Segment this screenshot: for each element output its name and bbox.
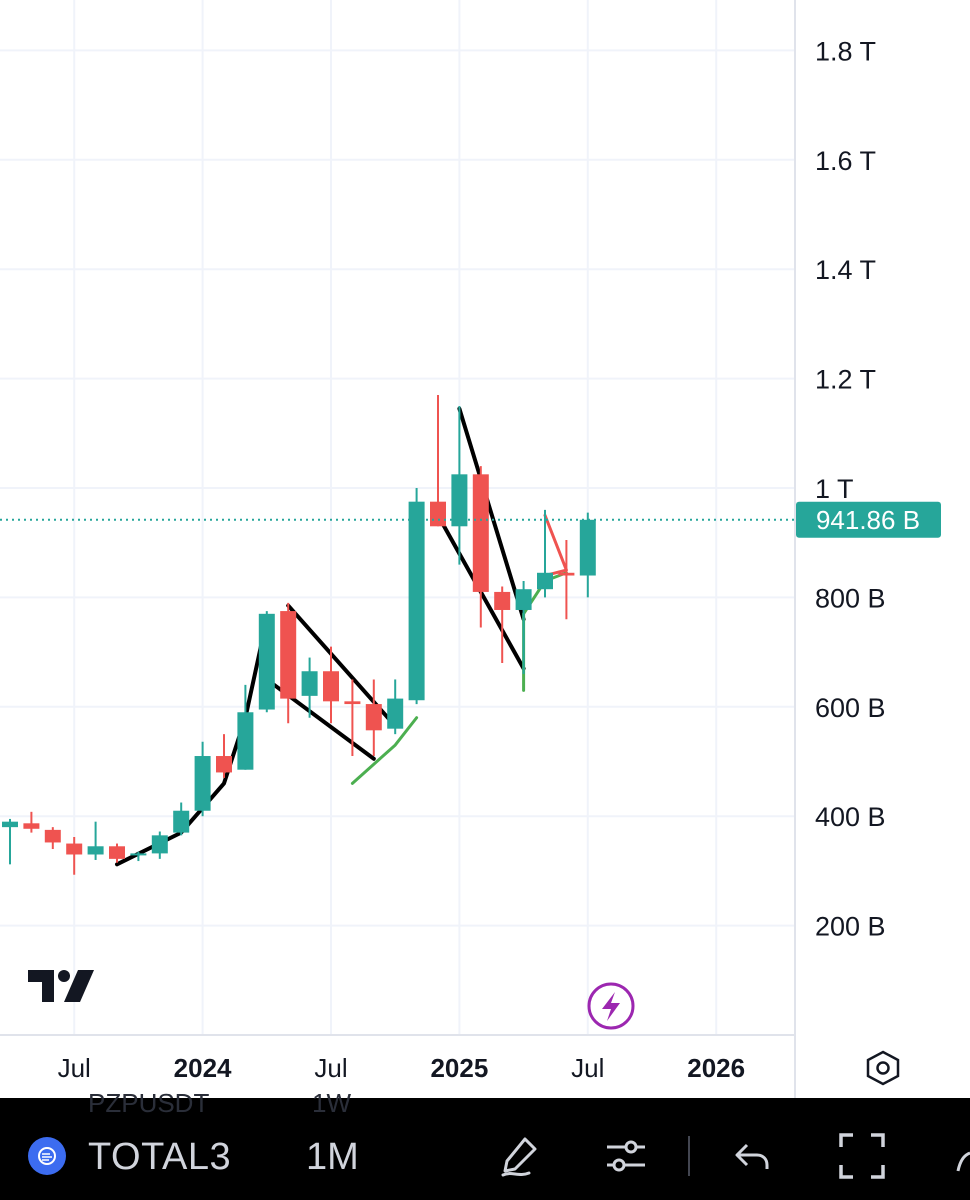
- y-tick-label: 1.8 T: [815, 36, 876, 66]
- ghost-interval-text: 1W: [312, 1088, 351, 1118]
- x-tick-label: 2024: [174, 1053, 232, 1083]
- y-tick-label: 200 B: [815, 912, 886, 942]
- candle-body: [2, 821, 18, 828]
- tv-logo-v: [64, 970, 94, 1002]
- y-tick-label: 800 B: [815, 583, 886, 613]
- more-icon[interactable]: [950, 1130, 970, 1182]
- y-tick-label: 1 T: [815, 474, 854, 504]
- candle-body: [109, 846, 125, 859]
- y-tick-label: 1.2 T: [815, 365, 876, 395]
- candle-body: [408, 501, 425, 701]
- price-axis[interactable]: 1.8 T 1.6 T 1.4 T 1.2 T 1 T 800 B 600 B 400 B 20…: [815, 36, 886, 941]
- candle-body: [344, 701, 361, 705]
- drawing-trendline: [350, 716, 419, 785]
- draw-pen-icon[interactable]: [494, 1130, 546, 1182]
- candle-body: [301, 671, 318, 696]
- candle-body: [151, 835, 168, 854]
- candle-body: [87, 846, 104, 855]
- x-tick-label: Jul: [58, 1053, 91, 1083]
- undo-icon[interactable]: [726, 1130, 778, 1182]
- bottom-toolbar: [0, 1098, 970, 1200]
- candle-body: [451, 474, 468, 527]
- candle-body: [130, 853, 147, 856]
- price-label-badge: [796, 501, 941, 538]
- x-tick-label: 2026: [687, 1053, 745, 1083]
- y-tick-label: 600 B: [815, 693, 886, 723]
- candle-body: [216, 756, 232, 773]
- indicator-settings-icon[interactable]: [600, 1130, 652, 1182]
- candle-body: [44, 829, 61, 843]
- y-tick-label: 1.6 T: [815, 146, 876, 176]
- drawings-layer: [115, 406, 568, 867]
- chart-settings-icon[interactable]: [866, 1050, 900, 1086]
- candle-body: [537, 572, 553, 590]
- candle-body: [430, 501, 446, 527]
- candle-body: [173, 810, 190, 833]
- candles-layer: [2, 395, 596, 875]
- candle-body: [23, 823, 40, 829]
- candle-body: [66, 843, 83, 855]
- candle-body: [194, 756, 211, 811]
- symbol-icon[interactable]: [28, 1137, 66, 1175]
- candle-body: [280, 611, 297, 699]
- tv-logo-t: [28, 970, 54, 1002]
- chart-area[interactable]: 1.8 T 1.6 T 1.4 T 1.2 T 1 T 800 B 600 B 400 B 20…: [0, 0, 970, 1098]
- tv-logo-dot: [58, 970, 70, 982]
- tradingview-logo[interactable]: [28, 970, 94, 1002]
- lightning-icon[interactable]: [587, 982, 635, 1030]
- x-tick-label: 2025: [430, 1053, 488, 1083]
- candle-body: [515, 589, 532, 610]
- symbol-button[interactable]: TOTAL3: [88, 1136, 232, 1178]
- chart-grid: [0, 0, 795, 1035]
- candle-body: [387, 698, 404, 729]
- toolbar-separator: [688, 1136, 690, 1176]
- candle-body: [237, 712, 254, 770]
- candle-body: [258, 613, 275, 710]
- x-tick-label: Jul: [571, 1053, 604, 1083]
- candle-body: [323, 671, 339, 702]
- time-axis[interactable]: Jul 2024 Jul 2025 Jul 2026: [58, 1053, 746, 1083]
- y-tick-label: 400 B: [815, 802, 886, 832]
- price-label-text: 941.86 B: [816, 505, 920, 535]
- y-tick-label: 1.4 T: [815, 255, 876, 285]
- candle-body: [579, 519, 596, 576]
- drawing-trendline: [457, 406, 526, 622]
- candle-body: [558, 572, 575, 576]
- x-tick-label: Jul: [314, 1053, 347, 1083]
- fullscreen-icon[interactable]: [836, 1130, 888, 1182]
- interval-button[interactable]: 1M: [306, 1136, 359, 1178]
- candle-body: [494, 591, 511, 610]
- ghost-symbol-text: PZPUSDT: [88, 1088, 210, 1118]
- candle-body: [365, 704, 382, 731]
- price-label: 941.86 B: [796, 501, 941, 538]
- candle-body: [472, 474, 489, 592]
- drawing-trendline: [543, 513, 568, 578]
